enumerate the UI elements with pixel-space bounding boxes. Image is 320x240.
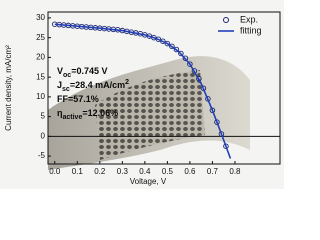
annotation-part: η: [57, 108, 63, 118]
x-tick-label: 0.5: [162, 167, 174, 176]
x-tick-label: 0.7: [207, 167, 219, 176]
annotation-part: FF=57.1%: [57, 94, 99, 104]
y-tick-label: 15: [36, 72, 45, 81]
annotation-part: V: [57, 66, 63, 76]
x-tick-label: 0.3: [117, 167, 129, 176]
annotation: Voc=0.745 V: [57, 66, 107, 78]
data-point: [164, 40, 171, 47]
y-tick-label: 20: [36, 53, 45, 62]
annotation-part: =0.745 V: [71, 66, 107, 76]
data-point: [169, 43, 175, 50]
annotation-part: 2: [125, 79, 129, 86]
data-point: [173, 46, 180, 53]
plot-frame: [47, 11, 281, 165]
data-point: [178, 50, 184, 57]
chart: Voltage, V Current density, mA/cm² 0.0 0.…: [0, 0, 284, 189]
annotation: ηactive=12.06%: [57, 108, 118, 120]
y-tick-label: 25: [36, 33, 45, 42]
data-point: [209, 107, 216, 114]
x-tick-label: 0.6: [184, 167, 196, 176]
legend-label: Exp.: [240, 14, 258, 24]
y-tick-label: -5: [38, 151, 46, 160]
annotation-part: =12.06%: [82, 108, 118, 118]
annotation-part: oc: [63, 72, 71, 79]
x-tick-label: 0.8: [229, 167, 241, 176]
annotation-part: sc: [62, 86, 70, 93]
legend-marker: [223, 17, 229, 23]
x-tick-label: 0.2: [94, 167, 106, 176]
fit-line: [54, 23, 232, 159]
y-tick-label: 0: [41, 131, 46, 140]
legend-label: fitting: [240, 25, 262, 35]
y-axis-label: Current density, mA/cm²: [4, 45, 13, 131]
x-tick-label: 0.4: [139, 167, 151, 176]
x-tick-label: 0.0: [49, 167, 61, 176]
annotation-part: J: [57, 80, 62, 90]
photo-pattern: [95, 70, 205, 160]
annotation: FF=57.1%: [57, 94, 99, 104]
y-tick-label: 5: [41, 112, 46, 121]
data-point: [187, 61, 193, 67]
y-tick-label: 30: [36, 13, 45, 22]
x-tick-label: 0.1: [72, 167, 84, 176]
annotation-part: =28.4 mA/cm: [70, 80, 125, 90]
x-axis-label: Voltage, V: [130, 177, 167, 186]
data-point: [214, 119, 220, 125]
annotation-part: active: [63, 114, 83, 121]
y-tick-label: 10: [36, 92, 45, 101]
annotation: Jsc=28.4 mA/cm2: [57, 79, 129, 93]
data-point: [182, 55, 189, 61]
